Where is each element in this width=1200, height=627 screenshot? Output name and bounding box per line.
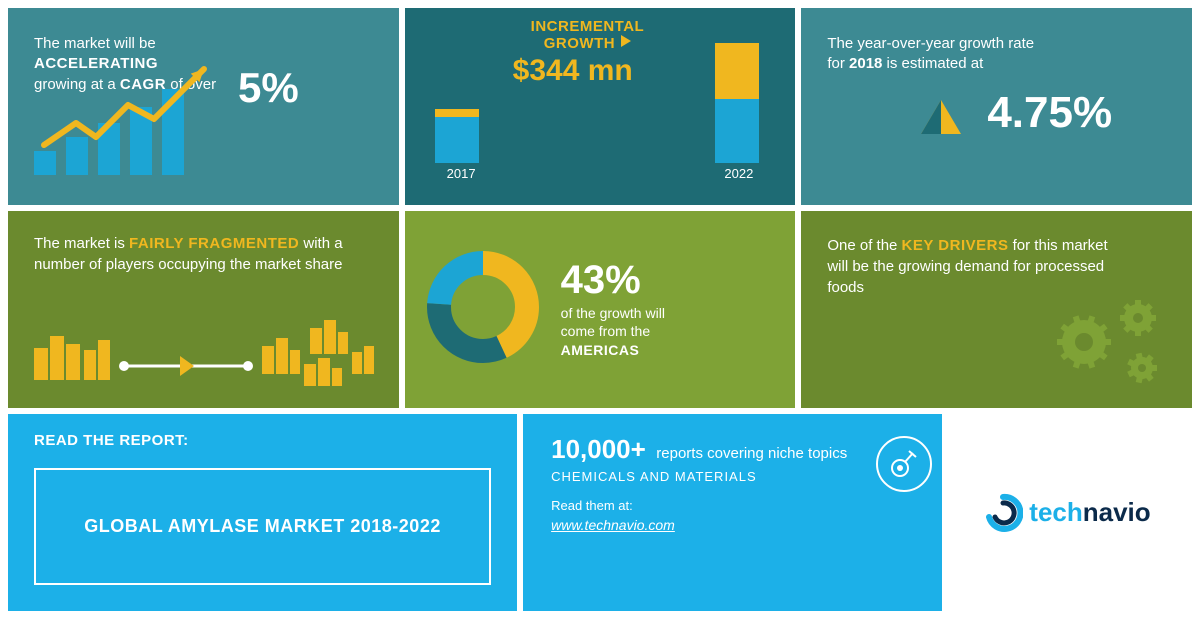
panel-yoy: The year-over-year growth rate for 2018 … xyxy=(801,8,1192,205)
logo-rest: navio xyxy=(1083,497,1151,527)
logo-bold: tech xyxy=(1029,497,1082,527)
panel-fragmented: The market is FAIRLY FRAGMENTED with a n… xyxy=(8,211,399,408)
report-box: GLOBAL AMYLASE MARKET 2018-2022 xyxy=(34,468,491,585)
drivers-text: One of the KEY DRIVERS for this market w… xyxy=(827,235,1127,298)
panel-region-share: 43% of the growth will come from the AME… xyxy=(405,211,796,408)
region-sub: of the growth will come from the AMERICA… xyxy=(561,304,774,359)
category: CHEMICALS AND MATERIALS xyxy=(551,469,866,484)
footer-info: 10,000+ reports covering niche topics CH… xyxy=(523,414,1192,611)
panel-drivers: One of the KEY DRIVERS for this market w… xyxy=(801,211,1192,408)
fragmented-text: The market is FAIRLY FRAGMENTED with a n… xyxy=(34,233,374,275)
txt: One of the xyxy=(827,237,901,254)
txt-bold: AMERICAS xyxy=(561,342,640,358)
region-percent: 43% xyxy=(561,260,774,300)
yoy-value: 4.75% xyxy=(987,88,1112,138)
donut-chart xyxy=(427,251,539,363)
read-at: Read them at: xyxy=(551,498,866,513)
txt: The market is xyxy=(34,235,129,252)
cagr-value: 5% xyxy=(238,64,299,112)
donut-wrap xyxy=(405,251,555,368)
report-count: 10,000+ xyxy=(551,434,646,464)
report-count-sub: reports covering niche topics xyxy=(656,445,847,462)
panel-cagr: The market will be ACCELERATING growing … xyxy=(8,8,399,205)
read-label: READ THE REPORT: xyxy=(34,432,189,449)
yoy-text: The year-over-year growth rate for 2018 … xyxy=(827,34,1034,75)
technavio-logo: technavio xyxy=(983,493,1150,533)
txt-bold: 2018 xyxy=(849,55,882,72)
triangle-up-icon xyxy=(921,100,961,134)
incremental-chart xyxy=(435,43,765,163)
txt-bold: KEY DRIVERS xyxy=(902,237,1009,254)
year-start: 2017 xyxy=(447,166,476,181)
footer: READ THE REPORT: GLOBAL AMYLASE MARKET 2… xyxy=(8,414,1192,611)
footer-report: READ THE REPORT: GLOBAL AMYLASE MARKET 2… xyxy=(8,414,517,611)
txt: is estimated at xyxy=(882,55,983,72)
buildings-icon xyxy=(34,320,374,390)
txt: come from the xyxy=(561,323,650,339)
footer-left: 10,000+ reports covering niche topics CH… xyxy=(523,414,876,611)
infographic-canvas: The market will be ACCELERATING growing … xyxy=(0,0,1200,627)
logo-swirl-icon xyxy=(983,493,1023,533)
website-link[interactable]: www.technavio.com xyxy=(551,517,866,533)
title-line1: INCREMENTAL xyxy=(531,18,645,35)
panel-incremental: INCREMENTAL GROWTH $344 mn 2017 2022 xyxy=(405,8,796,205)
region-text: 43% of the growth will come from the AME… xyxy=(555,260,796,359)
logo-text: technavio xyxy=(1029,497,1150,528)
report-title: GLOBAL AMYLASE MARKET 2018-2022 xyxy=(84,516,441,537)
gears-icon xyxy=(1050,298,1170,388)
grid: The market will be ACCELERATING growing … xyxy=(8,8,1192,619)
txt: for xyxy=(827,55,849,72)
cagr-chart xyxy=(34,55,224,175)
txt: of the growth will xyxy=(561,305,665,321)
logo-panel: technavio xyxy=(942,414,1192,611)
txt: The market will be xyxy=(34,35,156,52)
txt: The year-over-year growth rate xyxy=(827,35,1034,52)
flask-icon xyxy=(876,436,932,492)
txt-bold: FAIRLY FRAGMENTED xyxy=(129,235,299,252)
year-end: 2022 xyxy=(724,166,753,181)
